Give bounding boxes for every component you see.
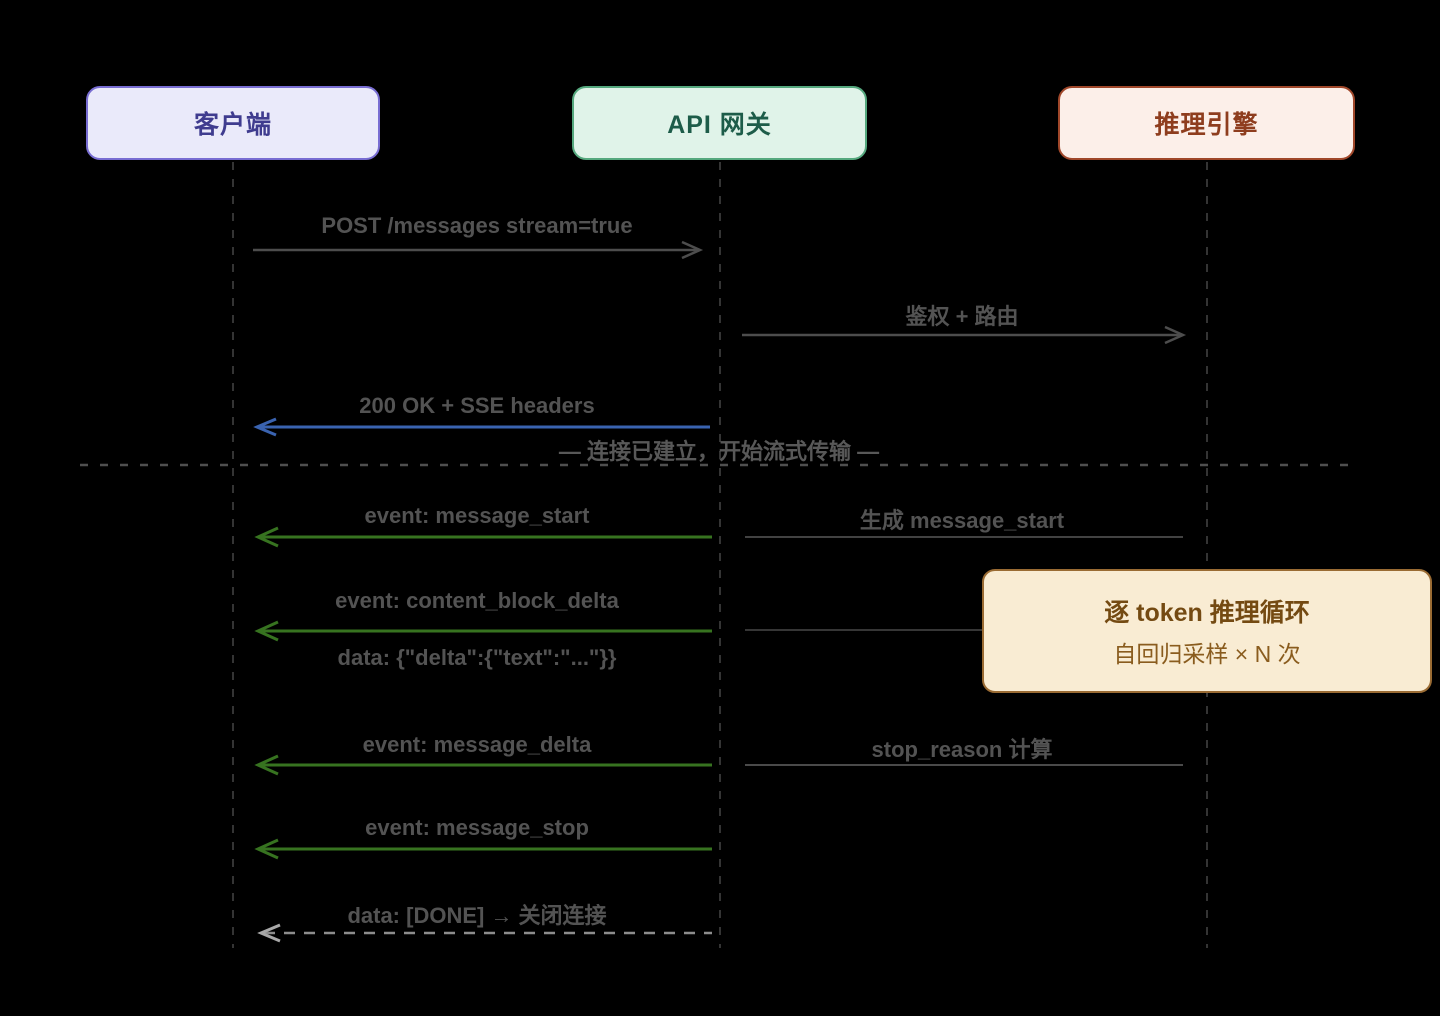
- arrow-message-start: [254, 526, 712, 548]
- note-subtitle: 自回归采样 × N 次: [1113, 641, 1301, 667]
- label-message-start: event: message_start: [364, 503, 590, 528]
- arrow-post-messages: [253, 240, 704, 260]
- participant-client: 客户端: [86, 86, 380, 160]
- participant-client-label: 客户端: [193, 111, 272, 139]
- label-200-ok-sse: 200 OK + SSE headers: [359, 393, 595, 418]
- label-generate-message-start: 生成 message_start: [859, 508, 1065, 533]
- label-post-messages: POST /messages stream=true: [321, 213, 633, 238]
- divider-label: — 连接已建立，开始流式传输 —: [558, 439, 880, 464]
- arrow-message-stop: [254, 838, 712, 860]
- participant-engine: 推理引擎: [1058, 86, 1355, 160]
- label-message-delta: event: message_delta: [362, 732, 592, 757]
- label-content-block-delta: event: content_block_delta: [335, 588, 619, 613]
- arrow-200-ok-sse: [253, 417, 710, 437]
- arrow-content-block-delta: [254, 620, 712, 642]
- note-token-loop: 逐 token 推理循环 自回归采样 × N 次: [982, 569, 1432, 693]
- participant-engine-label: 推理引擎: [1154, 111, 1259, 139]
- participant-gateway-label: API 网关: [667, 111, 772, 139]
- participant-gateway: API 网关: [572, 86, 867, 160]
- label-delta-data: data: {"delta":{"text":"..."}}: [337, 645, 617, 670]
- label-done-close: data: [DONE] → 关闭连接: [347, 903, 607, 928]
- label-stop-reason: stop_reason 计算: [871, 737, 1053, 762]
- label-message-stop: event: message_stop: [365, 815, 589, 840]
- arrow-done-close: [257, 923, 712, 943]
- arrow-message-delta: [254, 754, 712, 776]
- arrow-auth-routing: [742, 325, 1187, 345]
- label-auth-routing: 鉴权 + 路由: [905, 304, 1019, 329]
- note-title: 逐 token 推理循环: [1104, 599, 1310, 627]
